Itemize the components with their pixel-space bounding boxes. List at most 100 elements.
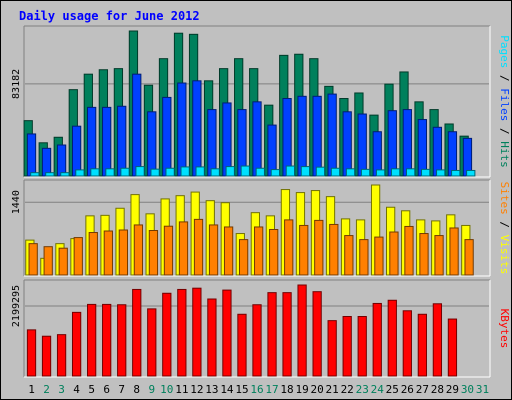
bar-kbytes [71, 311, 82, 377]
bar-sites [374, 236, 384, 276]
bar-pages [285, 165, 296, 177]
bar-files [87, 106, 97, 177]
legend-entry-pages: Pages [498, 35, 511, 68]
bar-pages [75, 169, 85, 177]
x-tick-label: 21 [326, 383, 339, 396]
x-tick-label: 12 [190, 383, 203, 396]
bar-kbytes [117, 304, 127, 377]
x-tick-label: 14 [220, 383, 234, 396]
series-pages [30, 165, 476, 177]
bar-pages [345, 168, 356, 177]
bar-pages [300, 166, 311, 177]
x-axis-labels: 1 2 3 4 5 6 7 8 9 10 11 12 13 14 15 16 17 18 19 20 21 22 23 24 2… [28, 383, 489, 396]
legend-entry-files: Files [498, 88, 511, 121]
bar-kbytes [87, 303, 97, 377]
legend-entry-visits: Visits [498, 235, 511, 275]
x-tick-label: 15 [235, 383, 248, 396]
bar-kbytes [282, 292, 292, 377]
chart-title: Daily usage for June 2012 [19, 9, 200, 23]
bar-sites [254, 226, 264, 276]
bar-sites [389, 231, 399, 276]
x-tick-label: 28 [431, 383, 444, 396]
x-tick-label: 19 [295, 383, 308, 396]
bar-sites [148, 230, 159, 276]
bar-files [222, 102, 232, 177]
bar-files [432, 126, 443, 177]
bar-pages [375, 169, 386, 177]
bar-kbytes [162, 292, 172, 377]
bar-pages [451, 169, 461, 177]
bar-kbytes [357, 316, 367, 377]
x-tick-label: 11 [175, 383, 188, 396]
bar-sites [163, 225, 174, 276]
bar-sites [344, 235, 354, 276]
bar-sites [103, 230, 113, 276]
bar-sites [223, 226, 234, 276]
bar-pages [315, 166, 326, 177]
bar-pages [180, 166, 190, 177]
x-tick-label: 9 [148, 383, 155, 396]
bar-files [447, 131, 458, 177]
bar-sites [28, 243, 38, 276]
bar-files [41, 147, 52, 177]
bar-files [312, 95, 322, 177]
bar-pages [45, 172, 55, 177]
bar-kbytes [312, 291, 322, 377]
panel-hits-files-pages: 83182 Pages / Files / Hits [11, 25, 511, 178]
bar-sites [238, 239, 249, 276]
x-tick-label: 26 [401, 383, 414, 396]
x-tick-label: 27 [416, 383, 429, 396]
bar-kbytes [177, 288, 187, 377]
x-tick-label: 24 [371, 383, 385, 396]
x-tick-label: 20 [311, 383, 324, 396]
bar-kbytes [192, 287, 202, 377]
x-tick-label: 3 [58, 383, 65, 396]
bar-files [387, 110, 397, 177]
bar-files [402, 109, 412, 177]
bar-pages [30, 172, 40, 177]
bar-files [327, 93, 337, 177]
bar-kbytes [387, 299, 397, 377]
bar-sites [359, 239, 369, 276]
bar-files [102, 106, 112, 177]
legend-kbytes: KBytes [498, 309, 511, 349]
bar-pages [210, 168, 220, 177]
chart-panels: 83182 Pages / Files / Hits 1440 Sites / Vis… [11, 25, 511, 378]
x-tick-label: 16 [250, 383, 263, 396]
legend-separator: / [498, 68, 511, 88]
panel-kbytes: 2199295 KBytes [11, 279, 511, 378]
bar-pages [165, 167, 175, 177]
bar-kbytes [207, 298, 217, 377]
x-tick-label: 30 [461, 383, 474, 396]
bar-pages [225, 166, 235, 177]
bar-kbytes [417, 313, 427, 377]
x-tick-label: 7 [118, 383, 125, 396]
bar-kbytes [102, 303, 112, 377]
scale-label: 83182 [11, 69, 22, 99]
x-tick-label: 10 [160, 383, 173, 396]
bar-kbytes [432, 303, 443, 377]
bar-files [282, 98, 292, 177]
bar-kbytes [237, 313, 247, 377]
bar-sites [449, 227, 459, 276]
x-tick-label: 29 [446, 383, 459, 396]
bar-files [132, 73, 142, 177]
legend-entry-kbytes: KBytes [498, 309, 511, 349]
bar-pages [406, 168, 416, 177]
legend-visits-sites: Sites / Visits [498, 182, 511, 275]
bar-sites [314, 219, 324, 276]
bar-pages [255, 167, 265, 177]
bar-files [342, 111, 352, 177]
bar-kbytes [252, 304, 262, 377]
bar-sites [434, 235, 444, 276]
x-tick-label: 18 [280, 383, 293, 396]
bar-pages [240, 165, 250, 177]
bar-kbytes [447, 318, 458, 377]
x-tick-label: 4 [73, 383, 80, 396]
bar-files [357, 113, 367, 177]
bar-sites [464, 239, 474, 276]
bar-kbytes [327, 320, 337, 377]
x-tick-label: 17 [265, 383, 278, 396]
